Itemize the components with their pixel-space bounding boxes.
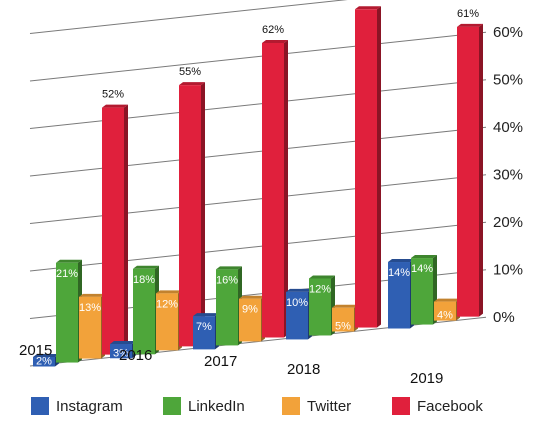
legend-label: Twitter: [307, 398, 351, 415]
bar-top: [309, 275, 335, 279]
data-label: 12%: [309, 283, 331, 295]
bar-side: [124, 104, 128, 355]
bar-top: [388, 259, 414, 263]
data-label: 52%: [102, 89, 124, 101]
legend-swatch: [31, 397, 49, 415]
bar-instagram: [193, 316, 215, 350]
bar-top: [239, 295, 265, 299]
bar-linkedin: [133, 268, 155, 355]
data-label: 67%: [355, 0, 377, 2]
bar-twitter: [156, 293, 178, 351]
data-label: 5%: [335, 321, 351, 333]
x-tick-label: 2018: [287, 361, 320, 378]
data-label: 3%: [113, 347, 129, 359]
data-label: 61%: [457, 8, 479, 20]
y-tick-label: 30%: [493, 167, 523, 184]
data-label: 10%: [286, 297, 308, 309]
bar-linkedin: [56, 262, 78, 363]
bar-top: [262, 39, 288, 43]
bar-top: [179, 82, 205, 86]
bar-top: [332, 304, 358, 308]
legend-swatch: [282, 397, 300, 415]
bar-instagram: [110, 344, 132, 359]
y-tick-label: 10%: [493, 262, 523, 279]
y-tick-label: 20%: [493, 214, 523, 231]
bar-top: [79, 293, 105, 297]
data-label: 18%: [133, 274, 155, 286]
x-tick-label: 2016: [119, 347, 152, 364]
bar-top: [33, 354, 59, 358]
legend-label: Facebook: [417, 398, 483, 415]
data-label: 62%: [262, 24, 284, 36]
bar-top: [216, 266, 242, 270]
bar-facebook: [457, 26, 479, 317]
gridline: [29, 79, 487, 129]
bar-instagram: [286, 291, 308, 340]
gridline: [29, 0, 348, 34]
data-label: 16%: [216, 274, 238, 286]
bar-side: [479, 23, 483, 317]
bar-linkedin: [411, 258, 433, 325]
x-tick-label: 2017: [204, 353, 237, 370]
x-tick-label: 2015: [19, 342, 52, 359]
bar-twitter: [239, 298, 261, 342]
y-axis-ticks: 0%10%20%30%40%50%60%70%: [493, 24, 523, 326]
y-tick-label: 40%: [493, 119, 523, 136]
bar-instagram: [33, 357, 55, 367]
gridline: [29, 31, 487, 82]
bar-top: [355, 6, 381, 10]
legend-label: Instagram: [56, 398, 123, 415]
data-label: 55%: [179, 66, 201, 78]
bar-facebook: [102, 107, 124, 355]
bar-side: [201, 82, 205, 347]
bar-top: [286, 288, 312, 292]
data-label: 12%: [156, 298, 178, 310]
bar-instagram: [388, 262, 410, 329]
y-tick-label: 0%: [493, 309, 515, 326]
bars: 2%21%13%52%3%18%12%55%7%16%9%62%10%12%5%…: [33, 0, 483, 368]
data-label: 21%: [56, 268, 78, 280]
legend: Instagram LinkedIn Twitter Facebook: [31, 397, 483, 415]
data-label: 14%: [388, 267, 410, 279]
bar-linkedin: [216, 269, 238, 346]
bar-side: [377, 6, 381, 328]
bar-facebook: [355, 9, 377, 328]
bar-twitter: [79, 296, 101, 359]
bar-top: [156, 290, 182, 294]
data-label: 9%: [242, 304, 258, 316]
data-label: 2%: [36, 356, 52, 368]
x-tick-label: 2019: [410, 370, 443, 387]
bar-top: [56, 259, 82, 263]
y-tick-label: 50%: [493, 72, 523, 89]
y-tick-label: 60%: [493, 24, 523, 41]
bar-facebook: [262, 42, 284, 338]
bar-side: [284, 39, 288, 338]
bar-top: [457, 23, 483, 27]
x-axis-labels: 2015 2016 2017 2018 2019: [19, 342, 443, 387]
data-label: 13%: [79, 302, 101, 314]
bar-facebook: [179, 85, 201, 347]
bar-top: [434, 298, 460, 302]
bar-top: [133, 265, 159, 269]
legend-label: LinkedIn: [188, 398, 245, 415]
bar-top: [110, 341, 136, 345]
data-label: 14%: [411, 263, 433, 275]
bar-linkedin: [309, 278, 331, 336]
gridline: [29, 126, 487, 177]
bar-twitter: [434, 301, 456, 321]
bar-top: [102, 104, 128, 108]
bar-twitter: [332, 307, 354, 332]
legend-swatch: [392, 397, 410, 415]
data-label: 7%: [196, 321, 212, 333]
bar-top: [411, 255, 437, 259]
gridline: [29, 174, 487, 224]
bar-top: [193, 313, 219, 317]
data-label: 4%: [437, 310, 453, 322]
legend-swatch: [163, 397, 181, 415]
